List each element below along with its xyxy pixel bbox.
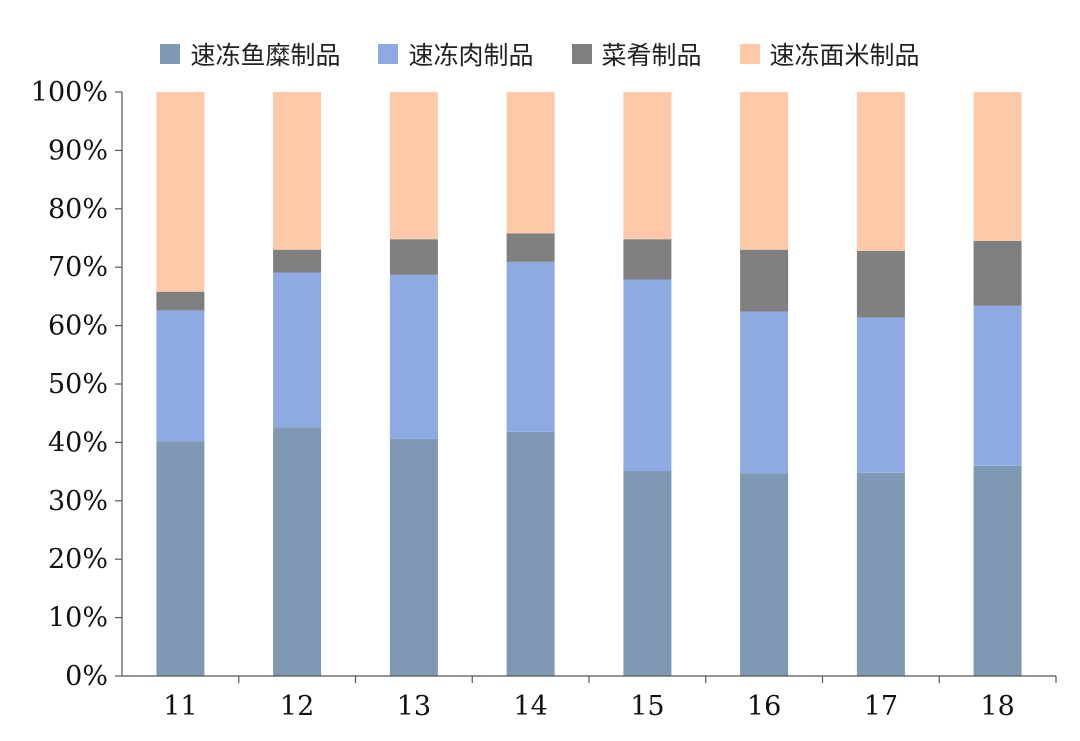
legend-swatch-noodle-rice [739, 44, 760, 64]
legend-item-surimi: 速冻鱼糜制品 [160, 36, 340, 72]
legend-swatch-dishes [571, 44, 592, 64]
bar-segment-18-s1 [973, 305, 1022, 466]
bar-segment-15-s0 [623, 471, 672, 676]
bar-segment-13-s2 [389, 239, 438, 275]
bar-segment-14-s2 [506, 233, 555, 262]
bar-segment-15-s2 [623, 239, 672, 280]
bar-segment-16-s1 [740, 311, 789, 474]
bar-segment-11-s3 [156, 92, 205, 292]
legend-label-meat: 速冻肉制品 [408, 41, 534, 70]
y-tick-label: 100% [31, 77, 108, 108]
y-tick-label: 10% [48, 603, 108, 634]
axes-group [115, 91, 1057, 683]
bar-segment-18-s2 [973, 240, 1022, 306]
bar-segment-13-s0 [389, 438, 438, 676]
legend: 速冻鱼糜制品 速冻肉制品 菜肴制品 速冻面米制品 [0, 34, 1080, 74]
y-tick-label: 70% [48, 252, 108, 283]
legend-label-dishes: 菜肴制品 [601, 41, 702, 70]
y-tick-label: 0% [65, 661, 108, 692]
legend-label-noodle-rice: 速冻面米制品 [769, 41, 920, 70]
bar-segment-12-s2 [273, 249, 322, 273]
bar-segment-11-s1 [156, 310, 205, 442]
x-tick-label: 17 [864, 691, 898, 722]
bar-segment-17-s2 [856, 250, 905, 318]
legend-item-noodle-rice: 速冻面米制品 [739, 36, 920, 72]
bar-segment-13-s3 [389, 92, 438, 240]
bar-segment-16-s0 [740, 473, 789, 676]
bar-segment-16-s3 [740, 92, 789, 250]
y-tick-label: 80% [48, 194, 108, 225]
legend-item-meat: 速冻肉制品 [378, 36, 534, 72]
legend-swatch-meat [378, 44, 399, 64]
x-tick-label: 13 [397, 691, 431, 722]
bar-segment-14-s0 [506, 431, 555, 676]
bar-segment-11-s2 [156, 291, 205, 311]
legend-swatch-surimi [160, 44, 181, 64]
x-tick-label: 16 [747, 691, 781, 722]
bar-segment-16-s2 [740, 249, 789, 312]
bar-segment-12-s1 [273, 272, 322, 428]
legend-item-dishes: 菜肴制品 [571, 36, 702, 72]
x-tick-label: 11 [163, 691, 197, 722]
bars-group [156, 92, 1022, 676]
bar-segment-12-s3 [273, 92, 322, 250]
bar-segment-17-s0 [856, 472, 905, 676]
legend-label-surimi: 速冻鱼糜制品 [190, 41, 341, 70]
bar-segment-13-s1 [389, 274, 438, 439]
y-tick-label: 90% [48, 135, 108, 166]
bar-segment-18-s0 [973, 465, 1022, 676]
bar-segment-17-s3 [856, 92, 905, 251]
x-tick-label: 15 [630, 691, 664, 722]
bar-segment-17-s1 [856, 317, 905, 473]
y-tick-label: 30% [48, 486, 108, 517]
bar-segment-14-s1 [506, 261, 555, 432]
bar-segment-14-s3 [506, 92, 555, 234]
bar-segment-15-s3 [623, 92, 672, 240]
x-tick-label: 18 [980, 691, 1014, 722]
y-tick-label: 60% [48, 311, 108, 342]
bar-segment-12-s0 [273, 427, 322, 676]
y-tick-label: 20% [48, 544, 108, 575]
bar-segment-15-s1 [623, 279, 672, 472]
x-tick-label: 14 [513, 691, 547, 722]
x-tick-label: 12 [280, 691, 314, 722]
y-tick-label: 50% [48, 369, 108, 400]
bar-segment-18-s3 [973, 92, 1022, 241]
y-tick-label: 40% [48, 427, 108, 458]
tick-labels-group: 11 12 13 14 15 16 17 18 0% 10% 20% 30% 40% 50% 60% 70% 8… [31, 77, 1015, 722]
bar-segment-11-s0 [156, 441, 205, 676]
